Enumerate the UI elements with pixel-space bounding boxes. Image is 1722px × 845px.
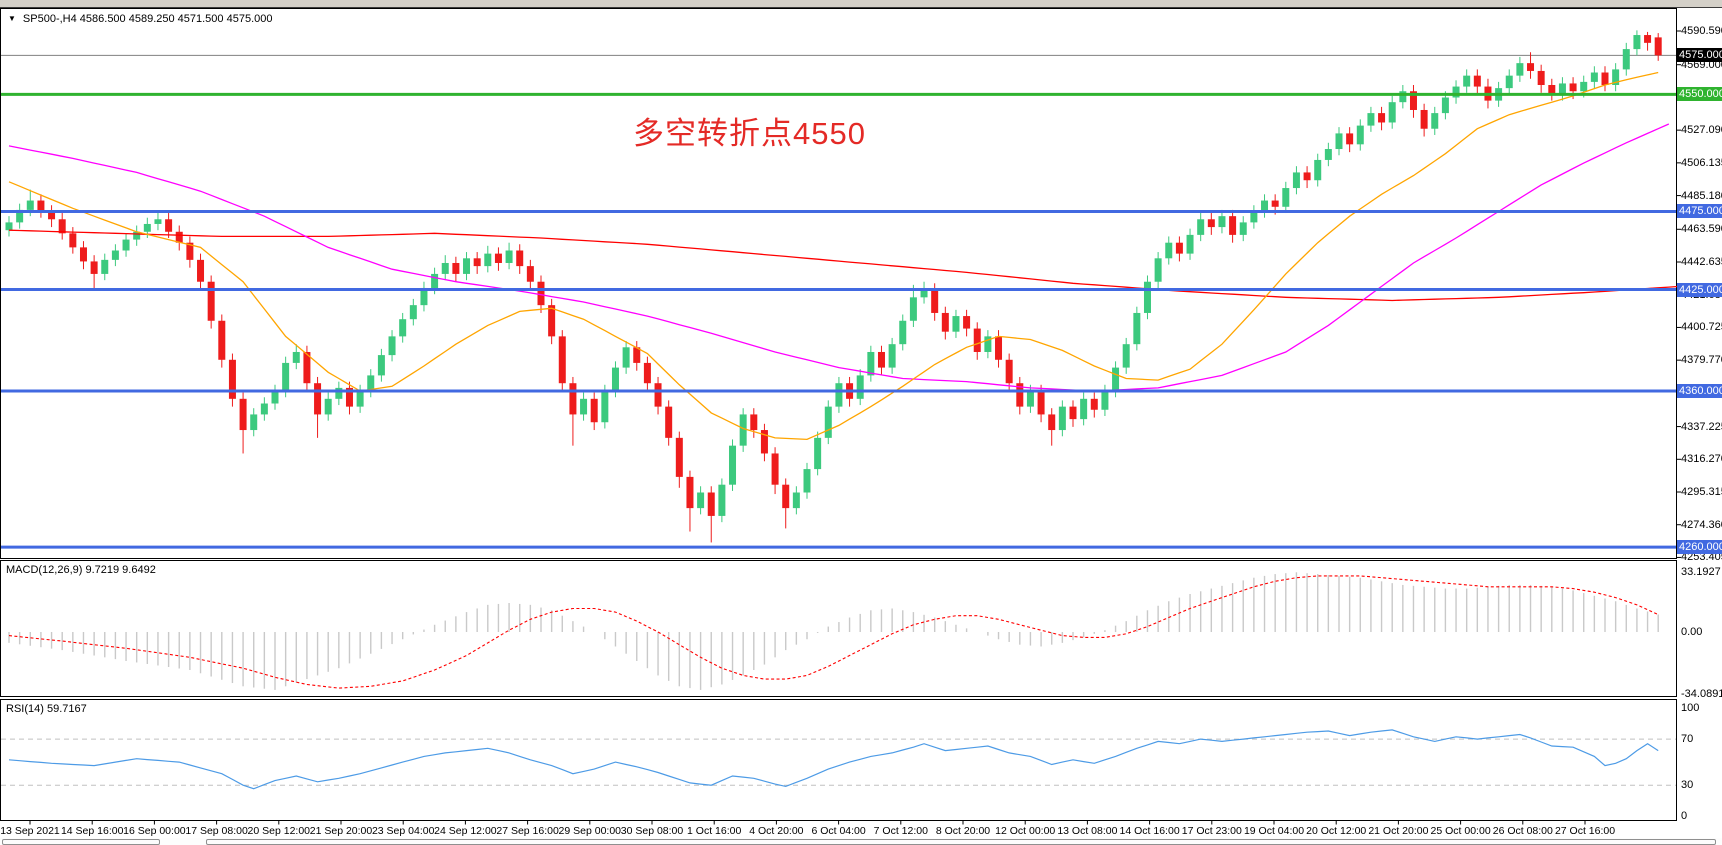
- price-tick-label: 4379.770: [1681, 354, 1722, 367]
- macd-axis-label: 0.00: [1681, 626, 1703, 638]
- macd-axis-label: 33.1927: [1681, 565, 1721, 578]
- time-axis-label: 21 Sep 20:00: [309, 825, 373, 837]
- price-tick-label: 4527.090: [1681, 124, 1722, 137]
- time-axis-label: 13 Sep 2021: [0, 825, 60, 837]
- price-level-badge: 4360.000: [1677, 384, 1722, 399]
- price-level-badge: 4550.000: [1677, 87, 1722, 102]
- time-axis-label: 27 Sep 16:00: [496, 825, 559, 837]
- time-axis-label: 14 Oct 16:00: [1119, 825, 1180, 837]
- time-axis-label: 17 Oct 23:00: [1181, 825, 1242, 837]
- time-axis-label: 19 Oct 04:00: [1243, 825, 1305, 837]
- time-axis-label: 1 Oct 16:00: [687, 825, 742, 837]
- scrollbar-segment-left[interactable]: [2, 839, 160, 845]
- time-axis-label: 21 Oct 20:00: [1368, 825, 1429, 837]
- chart-annotation-text: 多空转折点4550: [633, 116, 866, 151]
- price-tick-label: 4337.225: [1681, 420, 1722, 433]
- price-level-badge: 4575.000: [1677, 48, 1722, 63]
- time-axis-label: 20 Sep 12:00: [247, 825, 311, 837]
- rsi-axis-label: 0: [1681, 810, 1688, 822]
- time-axis-label: 13 Oct 08:00: [1057, 825, 1118, 837]
- price-tick-label: 4295.315: [1681, 486, 1722, 498]
- time-axis-label: 16 Sep 00:00: [123, 825, 186, 837]
- price-tick-label: 4463.590: [1681, 223, 1722, 236]
- time-axis-label: 25 Oct 00:00: [1430, 825, 1491, 837]
- price-tick-label: 4274.360: [1681, 518, 1722, 531]
- price-tick-label: 4400.725: [1681, 321, 1722, 334]
- time-axis-label: 7 Oct 12:00: [873, 825, 928, 837]
- scrollbar-segment-right[interactable]: [206, 839, 1716, 845]
- time-axis-label: 4 Oct 20:00: [749, 825, 804, 837]
- time-axis-label: 8 Oct 20:00: [935, 825, 991, 837]
- macd-axis-label: -34.0891: [1681, 687, 1722, 700]
- window-top-edge: [0, 0, 1722, 8]
- symbol-ohlc-readout: ▼ SP500-,H4 4586.500 4589.250 4571.500 4…: [8, 12, 272, 26]
- time-axis-label: 26 Oct 08:00: [1492, 825, 1553, 837]
- rsi-axis-label: 30: [1681, 779, 1694, 792]
- time-axis-label: 23 Sep 04:00: [371, 825, 435, 837]
- time-axis-label: 30 Sep 08:00: [620, 825, 684, 837]
- time-axis-label: 14 Sep 16:00: [60, 825, 124, 837]
- chevron-down-icon[interactable]: ▼: [8, 14, 16, 23]
- macd-indicator-label: MACD(12,26,9) 9.7219 9.6492: [6, 564, 156, 576]
- price-tick-label: 4316.270: [1681, 453, 1722, 466]
- time-axis-label: 20 Oct 12:00: [1306, 825, 1367, 837]
- time-axis-label: 24 Sep 12:00: [434, 825, 497, 837]
- time-axis-label: 29 Sep 00:00: [558, 825, 622, 837]
- symbol-ohlc-text: SP500-,H4 4586.500 4589.250 4571.500 457…: [22, 13, 273, 25]
- rsi-axis-label: 100: [1681, 702, 1700, 714]
- price-level-badge: 4475.000: [1677, 204, 1722, 219]
- rsi-axis-label: 70: [1681, 733, 1694, 746]
- price-level-badge: 4425.000: [1677, 282, 1722, 297]
- time-axis-label: 27 Oct 16:00: [1554, 825, 1616, 837]
- price-tick-label: 4253.405: [1681, 551, 1722, 564]
- rsi-indicator-label: RSI(14) 59.7167: [6, 703, 87, 715]
- price-tick-label: 4442.635: [1681, 255, 1722, 268]
- price-level-badge: 4260.000: [1677, 540, 1722, 555]
- price-tick-label: 4485.180: [1681, 189, 1722, 202]
- time-axis-label: 12 Oct 00:00: [995, 825, 1056, 837]
- time-axis-label: 6 Oct 04:00: [811, 825, 866, 837]
- time-axis-label: 17 Sep 08:00: [185, 825, 248, 837]
- price-tick-label: 4506.135: [1681, 156, 1722, 169]
- price-tick-label: 4590.590: [1681, 25, 1722, 37]
